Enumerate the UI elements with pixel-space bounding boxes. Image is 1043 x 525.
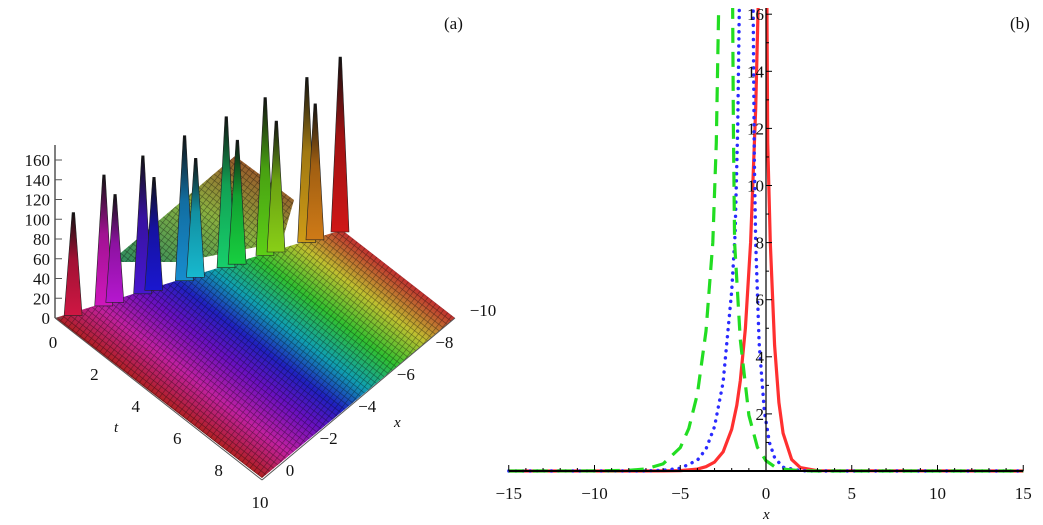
x-tick-label-3d: −8 [435, 333, 453, 352]
surface-peak [105, 194, 125, 303]
t-tick-label: 2 [90, 365, 99, 384]
z-tick-label: 100 [25, 210, 51, 229]
x-tick-label: −15 [495, 484, 522, 503]
z-tick-label: 120 [25, 191, 51, 210]
y-tick-label: 4 [756, 348, 765, 367]
t-tick-label: 0 [49, 333, 58, 352]
surface-peak [63, 212, 83, 316]
x-tick-label: 15 [1015, 484, 1032, 503]
t-tick-label: 8 [214, 461, 223, 480]
surface-mesh [55, 230, 455, 478]
x-tick-label: −10 [581, 484, 608, 503]
x-axis-3d [261, 317, 456, 481]
z-tick-label: 140 [25, 171, 51, 190]
y-tick-label: 2 [756, 405, 765, 424]
surface-peaks [63, 56, 350, 316]
y-tick-label: 6 [756, 291, 765, 310]
t-axis [54, 317, 263, 481]
x-tick-label: −5 [671, 484, 689, 503]
x-axis-label: x [762, 507, 770, 523]
surface-peak [186, 157, 205, 278]
x-tick-label: 0 [762, 484, 771, 503]
y-tick-label: 10 [747, 177, 764, 196]
surface-peak [144, 176, 164, 291]
t-tick-label: 4 [132, 397, 141, 416]
x-tick-label-3d: −2 [320, 429, 338, 448]
t-axis-label: t [114, 420, 119, 436]
y-tick-label: 14 [747, 62, 765, 81]
x-axis-label-3d: x [393, 415, 401, 431]
x-tick-label: 5 [848, 484, 857, 503]
t-tick-label: 10 [252, 493, 269, 512]
panel-label-b: (b) [1010, 14, 1030, 33]
z-tick-label: 80 [33, 230, 50, 249]
x-tick-label-3d: −10 [470, 301, 497, 320]
z-tick-label: 60 [33, 250, 50, 269]
z-tick-label: 20 [33, 289, 50, 308]
surface-peak [266, 120, 286, 253]
surface-peak [227, 139, 247, 265]
surface-peak [330, 56, 350, 233]
x-tick-label-3d: −4 [358, 397, 377, 416]
z-tick-label: 40 [33, 270, 50, 289]
series-dashed-line [508, 8, 1024, 473]
surface-plot-a: (a) 02040608010012014016002468100−2−4−6−… [25, 14, 497, 512]
x-tick-label: 10 [929, 484, 946, 503]
x-tick-label-3d: −6 [397, 365, 415, 384]
t-tick-label: 6 [173, 429, 182, 448]
z-tick-label: 160 [25, 151, 51, 170]
z-tick-label: 0 [42, 309, 51, 328]
y-tick-label: 8 [756, 234, 765, 253]
surface-peak [305, 103, 325, 241]
y-tick-label: 12 [747, 119, 764, 138]
y-tick-label: 16 [747, 5, 764, 24]
line-plot-b: (b) −15 −10 −5 0 5 10 15 2 4 6 8 10 12 14 16 x [495, 5, 1032, 523]
series-dotted-line [507, 8, 1025, 473]
panel-label-a: (a) [444, 14, 463, 33]
x-tick-label-3d: 0 [286, 461, 295, 480]
